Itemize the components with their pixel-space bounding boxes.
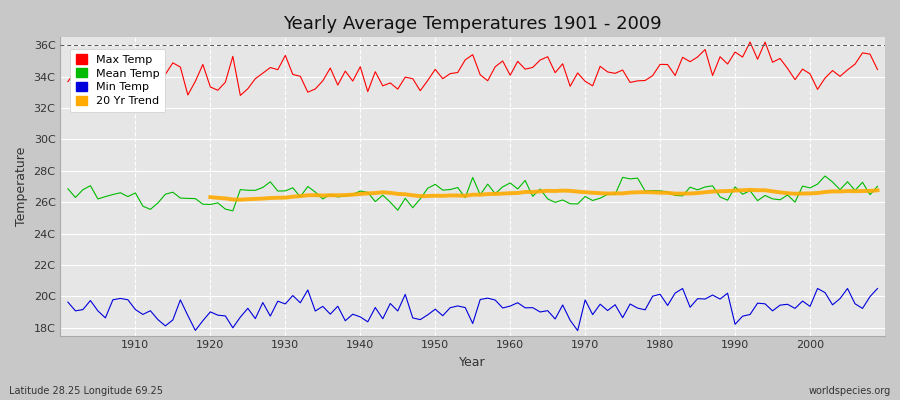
Title: Yearly Average Temperatures 1901 - 2009: Yearly Average Temperatures 1901 - 2009	[284, 15, 662, 33]
Legend: Max Temp, Mean Temp, Min Temp, 20 Yr Trend: Max Temp, Mean Temp, Min Temp, 20 Yr Tre…	[70, 49, 165, 112]
Text: worldspecies.org: worldspecies.org	[809, 386, 891, 396]
X-axis label: Year: Year	[459, 356, 486, 369]
Y-axis label: Temperature: Temperature	[15, 147, 28, 226]
Text: Latitude 28.25 Longitude 69.25: Latitude 28.25 Longitude 69.25	[9, 386, 163, 396]
